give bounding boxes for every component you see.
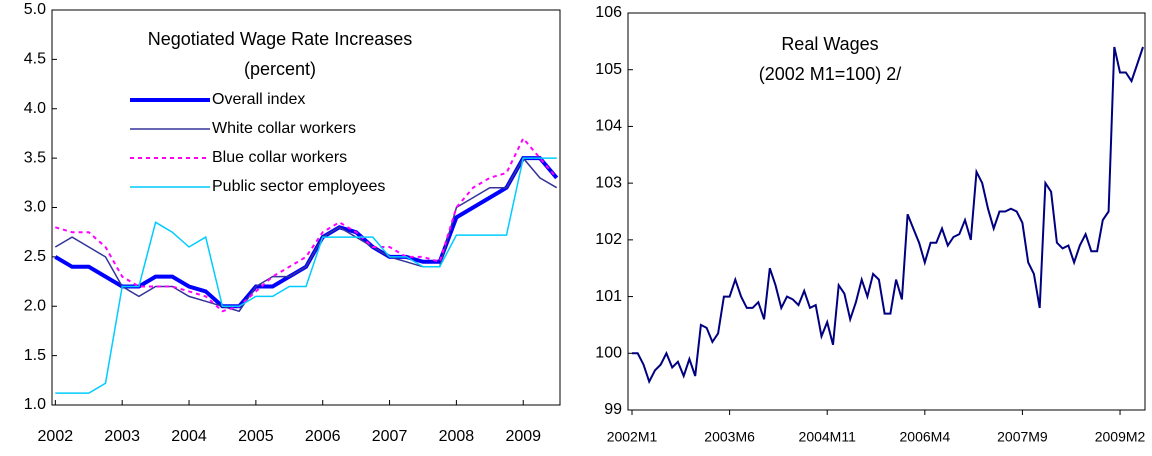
chart-title: Negotiated Wage Rate Increases — [148, 29, 412, 49]
y-tick-label: 2.0 — [24, 297, 46, 314]
legend-label: Overall index — [212, 91, 305, 108]
x-tick-label: 2009 — [505, 428, 541, 445]
x-tick-label: 2004M11 — [799, 429, 857, 445]
y-tick-label: 2.5 — [24, 248, 46, 265]
y-tick-label: 99 — [604, 401, 622, 418]
chart-subtitle: (2002 M1=100) 2/ — [759, 64, 902, 84]
legend-label: White collar workers — [212, 120, 356, 137]
y-tick-label: 3.5 — [24, 149, 46, 166]
plot-frame — [627, 12, 1146, 411]
x-tick-label: 2004 — [171, 428, 207, 445]
y-tick-label: 3.0 — [24, 199, 46, 216]
x-tick-label: 2005 — [238, 428, 274, 445]
series-line — [54, 156, 558, 313]
y-tick-label: 103 — [595, 174, 622, 191]
y-tick-label: 1.5 — [24, 347, 46, 364]
x-tick-label: 2007M9 — [997, 429, 1048, 445]
x-tick-label: 2008 — [439, 428, 475, 445]
chart-title: Real Wages — [781, 34, 878, 54]
series-line — [55, 136, 558, 313]
y-tick-label: 105 — [595, 61, 622, 78]
x-tick-label: 2003M6 — [704, 429, 755, 445]
y-tick-label: 100 — [595, 345, 622, 362]
x-tick-label: 2009M2 — [1095, 429, 1146, 445]
x-tick-label: 2003 — [104, 428, 140, 445]
y-tick-label: 104 — [595, 118, 622, 135]
y-tick-label: 1.0 — [24, 396, 46, 413]
series-line — [55, 157, 557, 394]
legend-label: Public sector employees — [212, 178, 385, 195]
chart-subtitle: (percent) — [244, 59, 316, 79]
x-tick-label: 2002M1 — [607, 429, 658, 445]
legend-label: Blue collar workers — [212, 149, 347, 166]
y-tick-label: 106 — [595, 4, 622, 21]
y-tick-label: 101 — [595, 288, 622, 305]
series-line — [632, 46, 1144, 385]
x-tick-label: 2006 — [305, 428, 341, 445]
y-tick-label: 102 — [595, 231, 622, 248]
y-tick-label: 5.0 — [24, 1, 46, 18]
x-tick-label: 2007 — [372, 428, 408, 445]
y-tick-label: 4.0 — [24, 100, 46, 117]
x-tick-label: 2006M4 — [900, 429, 951, 445]
y-tick-label: 4.5 — [24, 51, 46, 68]
x-tick-label: 2002 — [38, 428, 74, 445]
